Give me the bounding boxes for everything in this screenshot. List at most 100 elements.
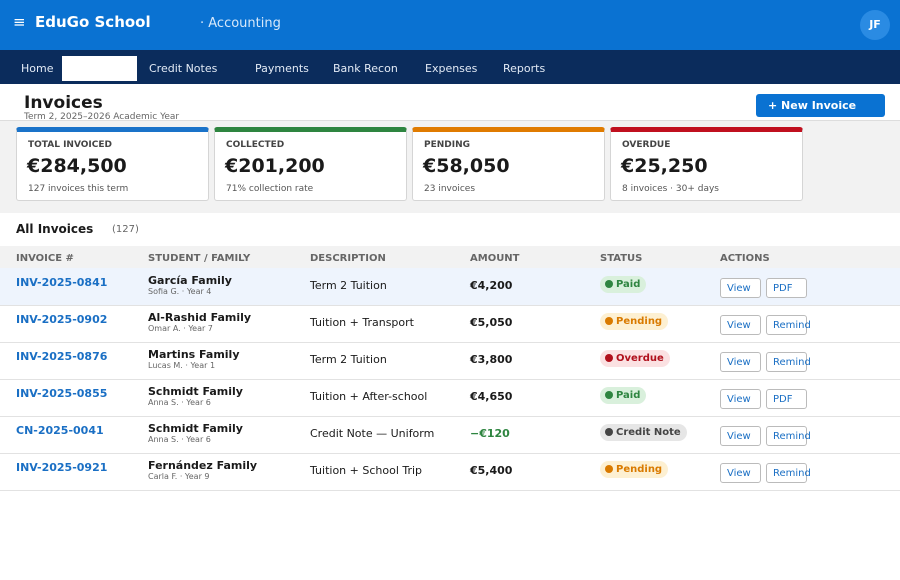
status-text: Credit Note [616, 427, 681, 438]
nav-bar [0, 50, 900, 84]
action-button[interactable]: Remind [766, 426, 811, 446]
card-value: €284,500 [27, 155, 127, 177]
amount: −€120 [470, 427, 510, 440]
action-button[interactable]: View [720, 389, 761, 409]
family-name: Schmidt Family [148, 385, 243, 398]
student-name: Anna S. · Year 6 [148, 435, 211, 444]
student-name: Lucas M. · Year 1 [148, 361, 216, 370]
row-divider [0, 490, 900, 491]
description: Term 2 Tuition [310, 353, 387, 366]
status-dot [605, 354, 613, 362]
nav-item[interactable]: Expenses [425, 62, 478, 75]
student-name: Omar A. · Year 7 [148, 324, 213, 333]
status-pill: Overdue [600, 350, 670, 367]
action-button[interactable]: PDF [766, 278, 807, 298]
menu-icon[interactable]: ≡ [13, 13, 26, 31]
page-subtitle: Term 2, 2025–2026 Academic Year [24, 112, 180, 122]
active-tab[interactable] [62, 56, 137, 81]
avatar[interactable]: JF [860, 10, 890, 40]
action-button[interactable]: View [720, 315, 761, 335]
invoice-number[interactable]: INV-2025-0921 [16, 461, 108, 474]
status-pill: Pending [600, 461, 669, 478]
app-name: EduGo School [35, 13, 151, 31]
description: Tuition + Transport [310, 316, 414, 329]
status-text: Pending [616, 316, 663, 327]
status-pill: Paid [600, 387, 647, 404]
table-heading: All Invoices [16, 222, 94, 236]
action-button[interactable]: Remind [766, 463, 811, 483]
row-highlight [0, 268, 900, 305]
invoice-number[interactable]: INV-2025-0855 [16, 387, 108, 400]
status-pill: Paid [600, 276, 647, 293]
card-label: COLLECTED [226, 140, 285, 150]
student-name: Sofia G. · Year 4 [148, 287, 212, 296]
status-pill: Pending [600, 313, 669, 330]
row-divider [0, 453, 900, 454]
status-text: Paid [616, 390, 641, 401]
column-header: AMOUNT [470, 253, 520, 264]
invoice-number[interactable]: INV-2025-0841 [16, 276, 108, 289]
column-header: DESCRIPTION [310, 253, 386, 264]
family-name: Martins Family [148, 348, 240, 361]
invoice-number[interactable]: INV-2025-0902 [16, 313, 108, 326]
status-dot [605, 280, 613, 288]
action-button[interactable]: View [720, 426, 761, 446]
status-dot [605, 391, 613, 399]
status-dot [605, 465, 613, 473]
card-label: PENDING [424, 140, 471, 150]
card-value: €201,200 [225, 155, 325, 177]
description: Term 2 Tuition [310, 279, 387, 292]
card-note: 71% collection rate [226, 184, 314, 194]
action-button[interactable]: PDF [766, 389, 807, 409]
invoice-number[interactable]: CN-2025-0041 [16, 424, 104, 437]
top-bar [0, 0, 900, 50]
column-header: ACTIONS [720, 253, 770, 264]
status-text: Pending [616, 464, 663, 475]
nav-item[interactable]: Reports [503, 62, 546, 75]
invoice-number[interactable]: INV-2025-0876 [16, 350, 108, 363]
family-name: Al-Rashid Family [148, 311, 252, 324]
action-button[interactable]: View [720, 352, 761, 372]
table-count: (127) [112, 224, 139, 235]
card-note: 8 invoices · 30+ days [622, 184, 719, 194]
amount: €4,650 [470, 390, 513, 403]
family-name: Schmidt Family [148, 422, 243, 435]
amount: €5,400 [470, 464, 513, 477]
nav-item[interactable]: Payments [255, 62, 309, 75]
column-header: STUDENT / FAMILY [148, 253, 251, 264]
row-divider [0, 342, 900, 343]
new-invoice-button[interactable]: + New Invoice [756, 94, 885, 117]
summary-card [610, 127, 803, 201]
table-header [0, 246, 900, 268]
status-text: Paid [616, 279, 641, 290]
amount: €5,050 [470, 316, 513, 329]
student-name: Carla F. · Year 9 [148, 472, 210, 481]
summary-card [16, 127, 209, 201]
summary-card [412, 127, 605, 201]
nav-item[interactable]: Credit Notes [149, 62, 218, 75]
summary-card [214, 127, 407, 201]
column-header: INVOICE # [16, 253, 74, 264]
status-pill: Credit Note [600, 424, 687, 441]
family-name: García Family [148, 274, 232, 287]
nav-item[interactable]: Home [21, 62, 54, 75]
action-button[interactable]: View [720, 278, 761, 298]
action-button[interactable]: View [720, 463, 761, 483]
card-note: 23 invoices [424, 184, 476, 194]
family-name: Fernández Family [148, 459, 258, 472]
status-text: Overdue [616, 353, 664, 364]
status-dot [605, 317, 613, 325]
card-value: €25,250 [621, 155, 708, 177]
column-header: STATUS [600, 253, 643, 264]
action-button[interactable]: Remind [766, 315, 811, 335]
status-dot [605, 428, 613, 436]
card-label: OVERDUE [622, 140, 671, 150]
row-divider [0, 416, 900, 417]
action-button[interactable]: Remind [766, 352, 811, 372]
nav-item[interactable]: Bank Recon [333, 62, 398, 75]
card-note: 127 invoices this term [28, 184, 129, 194]
card-label: TOTAL INVOICED [28, 140, 112, 150]
page-title: Invoices [24, 93, 103, 113]
row-divider [0, 305, 900, 306]
